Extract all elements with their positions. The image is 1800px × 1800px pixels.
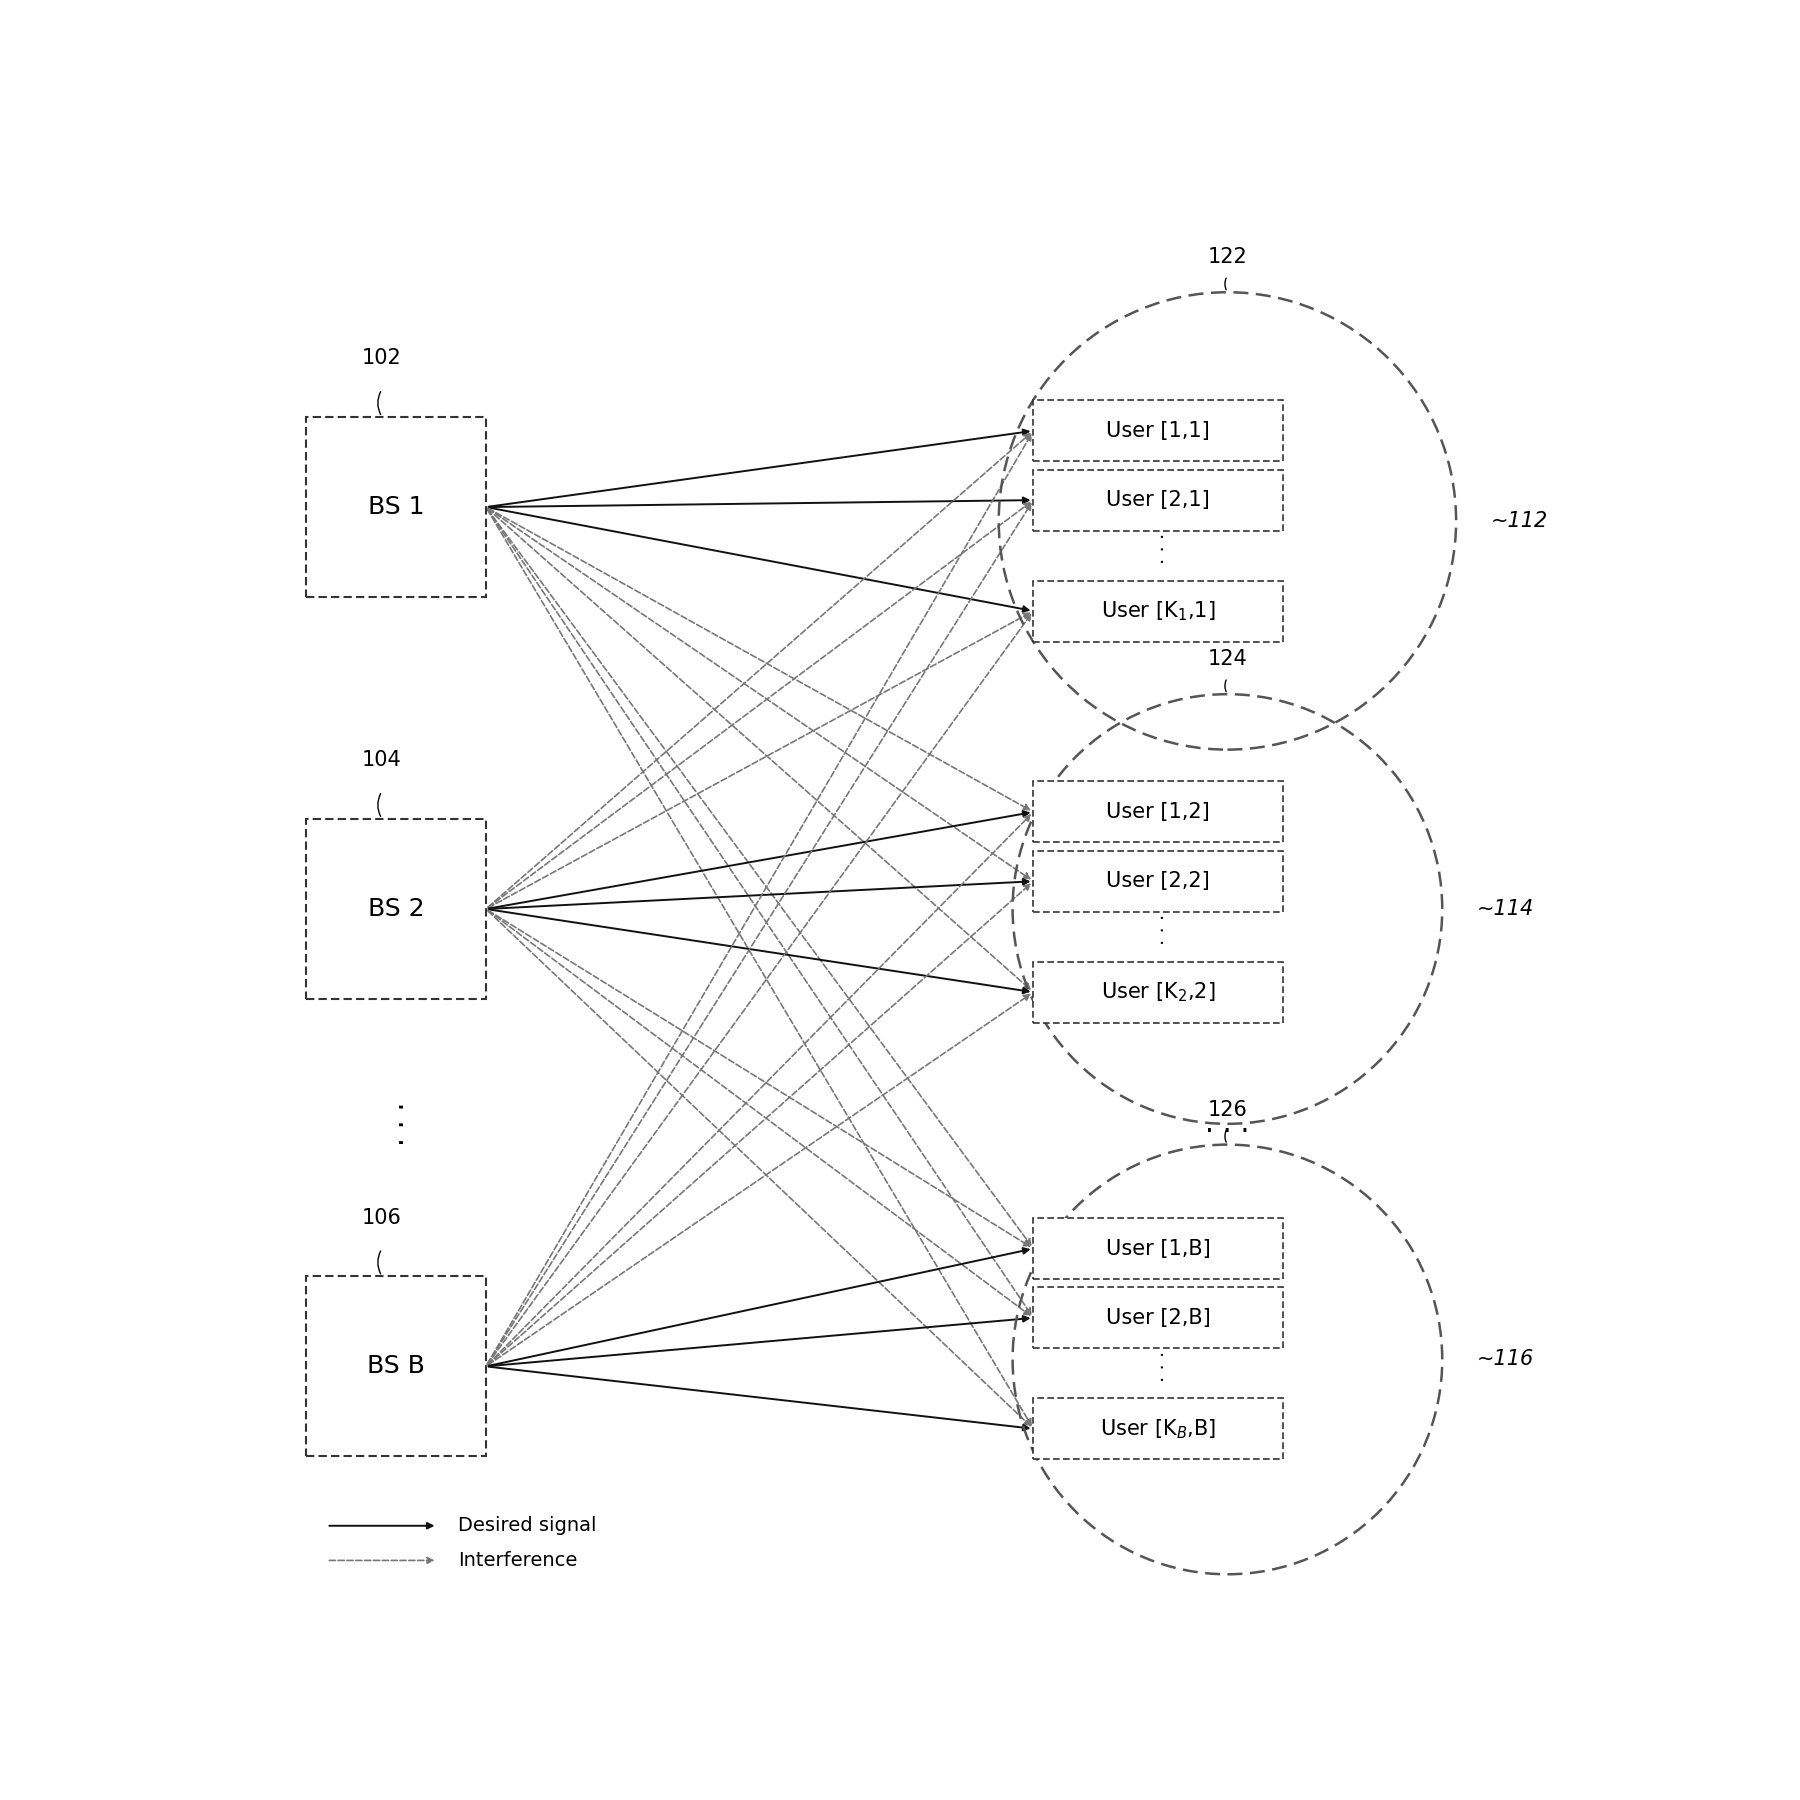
- Text: User [K$_2$,2]: User [K$_2$,2]: [1102, 981, 1215, 1004]
- Text: . . .: . . .: [382, 1102, 410, 1147]
- FancyBboxPatch shape: [1033, 1219, 1283, 1280]
- FancyBboxPatch shape: [1033, 781, 1283, 842]
- Text: 122: 122: [1208, 247, 1247, 266]
- Text: User [1,1]: User [1,1]: [1107, 421, 1210, 441]
- Text: User [K$_1$,1]: User [K$_1$,1]: [1102, 599, 1215, 623]
- Text: User [K$_B$,B]: User [K$_B$,B]: [1100, 1417, 1217, 1440]
- Text: 106: 106: [362, 1208, 401, 1228]
- Text: User [1,B]: User [1,B]: [1105, 1238, 1210, 1258]
- FancyBboxPatch shape: [1033, 1287, 1283, 1348]
- Text: 126: 126: [1208, 1100, 1247, 1120]
- Text: 104: 104: [362, 751, 401, 770]
- Text: BS 2: BS 2: [367, 896, 425, 922]
- Text: . . .: . . .: [1206, 1111, 1249, 1138]
- FancyBboxPatch shape: [306, 819, 486, 999]
- Text: Desired signal: Desired signal: [459, 1516, 596, 1535]
- Text: ~114: ~114: [1476, 898, 1534, 920]
- Text: User [2,1]: User [2,1]: [1107, 490, 1210, 509]
- Text: BS 1: BS 1: [367, 495, 425, 518]
- FancyBboxPatch shape: [306, 418, 486, 598]
- Text: . . .: . . .: [1148, 914, 1168, 945]
- Text: User [2,2]: User [2,2]: [1107, 871, 1210, 891]
- FancyBboxPatch shape: [1033, 400, 1283, 461]
- Text: 102: 102: [362, 349, 401, 369]
- FancyBboxPatch shape: [1033, 851, 1283, 913]
- FancyBboxPatch shape: [1033, 961, 1283, 1022]
- Text: 124: 124: [1208, 650, 1247, 670]
- Text: . . .: . . .: [1148, 533, 1168, 563]
- Text: User [2,B]: User [2,B]: [1105, 1309, 1210, 1328]
- Text: ~112: ~112: [1490, 511, 1548, 531]
- FancyBboxPatch shape: [306, 1276, 486, 1456]
- Text: BS B: BS B: [367, 1354, 425, 1379]
- Text: ~116: ~116: [1476, 1350, 1534, 1370]
- FancyBboxPatch shape: [1033, 581, 1283, 641]
- Text: . . .: . . .: [1148, 1350, 1168, 1382]
- Text: User [1,2]: User [1,2]: [1107, 803, 1210, 823]
- FancyBboxPatch shape: [1033, 470, 1283, 531]
- FancyBboxPatch shape: [1033, 1399, 1283, 1460]
- Text: Interference: Interference: [459, 1552, 578, 1570]
